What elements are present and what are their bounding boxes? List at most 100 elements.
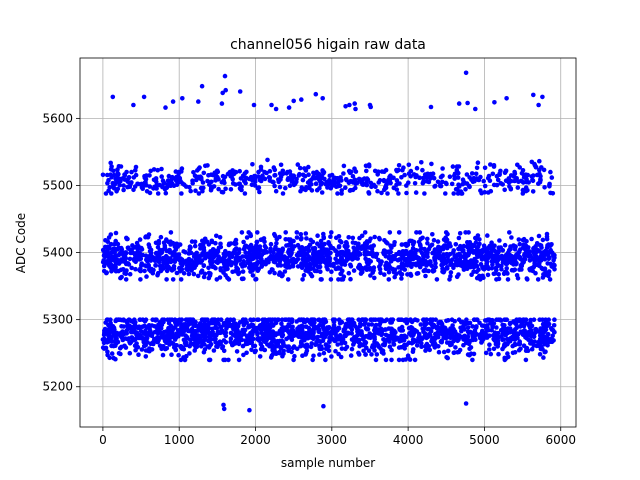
data-point bbox=[127, 339, 132, 345]
data-point bbox=[295, 264, 301, 269]
data-point bbox=[109, 339, 115, 344]
data-point bbox=[448, 262, 453, 268]
data-point bbox=[382, 272, 387, 277]
data-point bbox=[363, 341, 368, 346]
data-point bbox=[242, 327, 248, 333]
data-point bbox=[404, 334, 409, 340]
data-point bbox=[364, 168, 369, 174]
data-point bbox=[520, 191, 526, 196]
data-point bbox=[241, 260, 246, 265]
data-point bbox=[429, 242, 435, 248]
data-point bbox=[434, 277, 440, 282]
data-point bbox=[438, 183, 443, 189]
data-point bbox=[185, 258, 190, 263]
data-point bbox=[137, 325, 142, 331]
data-point bbox=[209, 317, 215, 323]
data-point bbox=[260, 317, 266, 323]
data-point bbox=[447, 174, 453, 179]
data-point bbox=[433, 264, 438, 270]
data-point bbox=[274, 236, 280, 242]
data-point bbox=[153, 338, 159, 344]
data-point bbox=[517, 165, 522, 170]
data-point bbox=[436, 349, 442, 355]
data-point bbox=[356, 332, 361, 337]
data-point bbox=[106, 322, 112, 328]
data-point bbox=[430, 324, 436, 330]
data-point bbox=[259, 263, 265, 269]
data-point bbox=[241, 247, 247, 252]
data-point bbox=[300, 343, 306, 348]
data-point bbox=[178, 344, 183, 350]
data-point bbox=[237, 330, 242, 336]
data-point bbox=[385, 191, 390, 196]
data-point bbox=[213, 240, 218, 246]
data-point bbox=[362, 249, 368, 255]
data-point bbox=[424, 346, 430, 351]
data-point bbox=[346, 235, 352, 240]
data-point bbox=[228, 187, 234, 192]
data-point bbox=[345, 250, 351, 256]
data-point bbox=[436, 344, 441, 349]
data-point bbox=[377, 322, 382, 328]
data-point bbox=[349, 346, 355, 352]
x-axis-label: sample number bbox=[281, 456, 375, 470]
data-point bbox=[530, 189, 536, 194]
data-point bbox=[256, 185, 262, 190]
data-point bbox=[168, 250, 173, 255]
data-point bbox=[263, 245, 269, 251]
data-point bbox=[250, 273, 256, 278]
data-point bbox=[386, 250, 392, 256]
data-point bbox=[507, 246, 513, 252]
data-point bbox=[451, 248, 457, 253]
data-point bbox=[268, 241, 274, 247]
data-point bbox=[258, 322, 264, 328]
data-point bbox=[257, 354, 263, 359]
data-point bbox=[139, 261, 144, 266]
data-point bbox=[262, 239, 267, 245]
data-point bbox=[407, 238, 412, 244]
data-point bbox=[280, 191, 286, 196]
data-point bbox=[161, 344, 166, 349]
data-point bbox=[366, 261, 371, 267]
data-point bbox=[460, 177, 466, 182]
data-point bbox=[540, 266, 546, 272]
data-point bbox=[356, 241, 361, 247]
data-point bbox=[377, 237, 383, 242]
data-point bbox=[337, 176, 343, 182]
data-point bbox=[524, 179, 529, 185]
data-point bbox=[441, 349, 447, 355]
data-point bbox=[487, 347, 492, 352]
data-point bbox=[270, 343, 276, 349]
data-point bbox=[134, 240, 140, 246]
data-point bbox=[302, 166, 307, 171]
data-point bbox=[428, 104, 434, 110]
data-point bbox=[512, 341, 518, 347]
data-point bbox=[343, 321, 349, 327]
data-point bbox=[155, 331, 161, 336]
data-point bbox=[384, 182, 389, 188]
data-point bbox=[110, 94, 116, 100]
data-point bbox=[548, 190, 553, 196]
data-point bbox=[327, 339, 332, 344]
data-point bbox=[191, 341, 196, 347]
data-point bbox=[192, 243, 198, 249]
data-point bbox=[144, 336, 150, 341]
data-point bbox=[552, 317, 557, 323]
data-point bbox=[392, 240, 397, 245]
data-point bbox=[431, 237, 437, 243]
data-point bbox=[125, 321, 130, 326]
data-point bbox=[482, 190, 488, 195]
data-point bbox=[335, 342, 341, 347]
data-point bbox=[537, 158, 542, 164]
data-point bbox=[315, 334, 321, 340]
data-point bbox=[167, 342, 172, 347]
data-point bbox=[548, 326, 554, 331]
data-point bbox=[209, 259, 214, 265]
data-point bbox=[111, 343, 117, 349]
data-point bbox=[414, 230, 419, 235]
data-point bbox=[381, 248, 387, 254]
data-point bbox=[270, 267, 275, 273]
data-point bbox=[544, 236, 550, 242]
data-point bbox=[121, 187, 126, 193]
data-point bbox=[411, 347, 416, 352]
